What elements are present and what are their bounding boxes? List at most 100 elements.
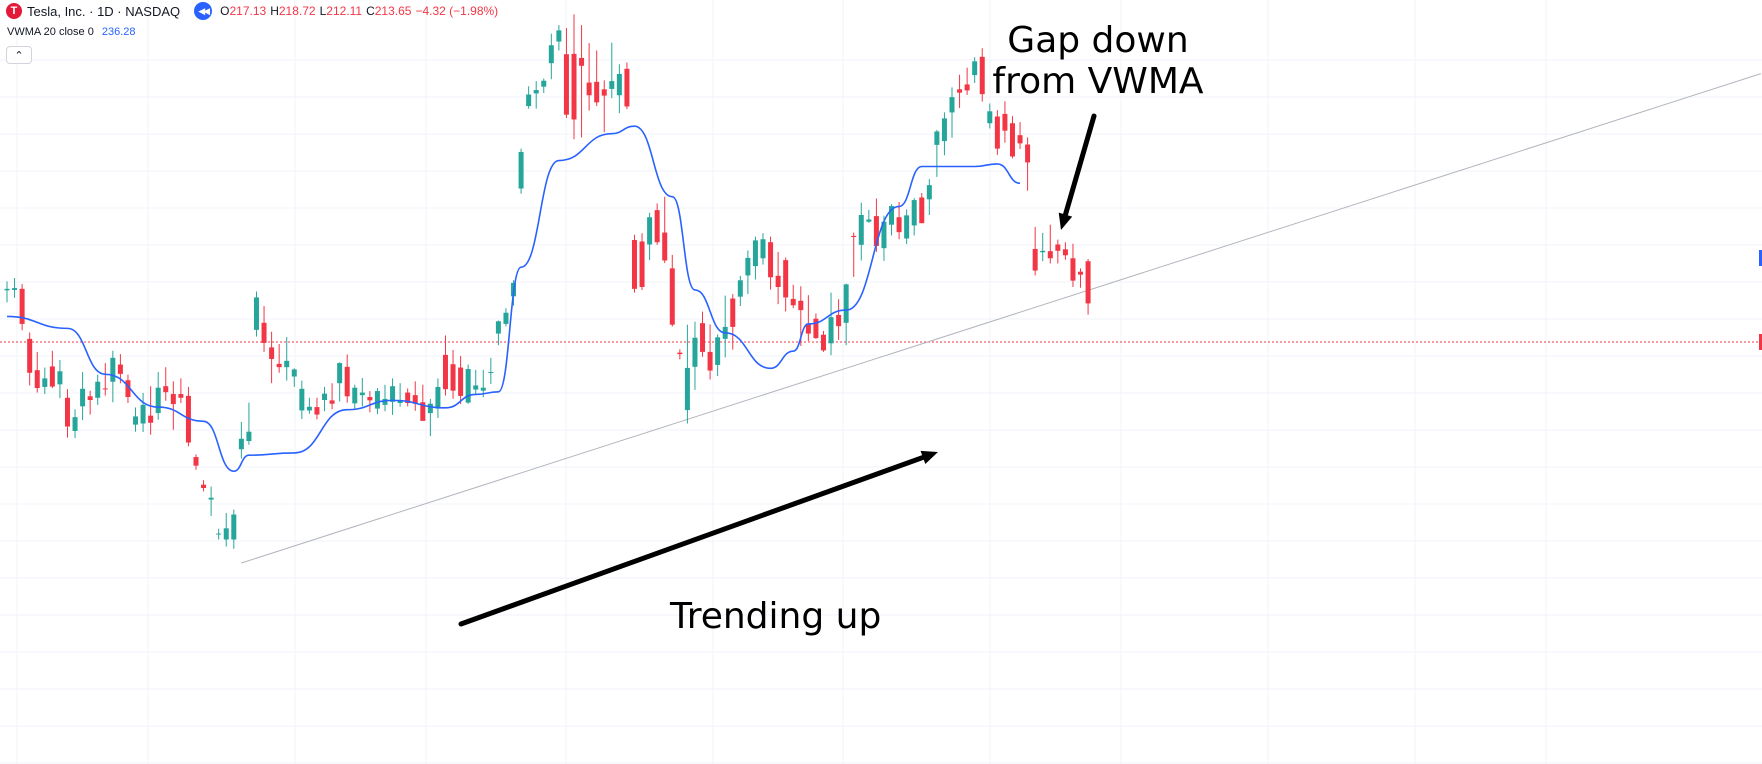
candle (579, 25, 585, 138)
candle (745, 250, 751, 295)
candle-body (518, 151, 524, 189)
candle (427, 398, 433, 437)
candle-body (941, 118, 947, 142)
candle (586, 43, 592, 111)
candle (163, 367, 169, 401)
candle-body (896, 217, 902, 233)
candle-body (208, 497, 214, 500)
candle-body (836, 314, 842, 327)
candle-body (654, 210, 660, 243)
candle (185, 386, 191, 447)
candle (858, 202, 864, 261)
change-value: −4.32 (−1.98%) (415, 4, 499, 18)
candle-body (291, 369, 297, 377)
candle (57, 360, 63, 399)
candle (110, 350, 116, 403)
candle-body (631, 239, 637, 289)
candle-body (306, 406, 312, 411)
candle-body (790, 298, 796, 306)
candle-body (201, 484, 207, 489)
candle (624, 62, 630, 110)
candle (684, 324, 690, 424)
candle (677, 349, 683, 360)
candle-body (140, 404, 146, 424)
candle (64, 389, 70, 438)
candle-body (178, 394, 184, 398)
candle-body (450, 364, 456, 391)
candle (95, 374, 101, 405)
candle-body (299, 388, 305, 411)
candle-body (480, 387, 486, 391)
candle (541, 78, 547, 94)
candle-body (798, 300, 804, 311)
candle-body (700, 323, 706, 352)
candle-body (1070, 258, 1076, 281)
candle-body (1055, 244, 1061, 251)
candle-body (926, 185, 932, 200)
symbol-legend: T Tesla, Inc. · 1D · NASDAQ ◀◀ O217.13 H… (0, 0, 498, 22)
candle-body (601, 89, 607, 96)
chevron-up-icon: ⌃ (14, 49, 24, 62)
candle-body (427, 403, 433, 414)
candle (19, 283, 25, 331)
candle-body (397, 400, 403, 403)
price-scale-marker (1759, 334, 1762, 350)
candle-body (1062, 249, 1068, 256)
indicator-legend[interactable]: VWMA 20 close 0 236.28 (7, 26, 135, 38)
candle-body (1040, 250, 1046, 253)
candle (269, 331, 275, 384)
candle-body (246, 431, 252, 442)
candle-body (110, 357, 116, 382)
candle (208, 486, 214, 517)
candle (1070, 243, 1076, 287)
candle (722, 295, 728, 358)
gap-down-arrow (1058, 113, 1097, 230)
candle-body (95, 381, 101, 398)
candle-body (737, 280, 743, 297)
candle (843, 283, 849, 346)
candle (201, 480, 207, 492)
candle-body (352, 387, 358, 404)
symbol-title[interactable]: Tesla, Inc. · 1D · NASDAQ (27, 3, 181, 19)
candle (306, 397, 312, 414)
candle-body (684, 367, 690, 411)
candle (155, 372, 161, 420)
candle (140, 392, 146, 433)
candle (911, 198, 917, 236)
candle (284, 336, 290, 381)
candle-body (1009, 123, 1015, 157)
candle-body (904, 215, 910, 239)
candle-body (949, 97, 955, 113)
candle-body (269, 347, 275, 359)
candle-body (783, 260, 789, 298)
candle (238, 422, 244, 459)
candle-body (745, 257, 751, 276)
collapse-legend-button[interactable]: ⌃ (6, 46, 32, 64)
candle-body (382, 398, 388, 405)
candle (276, 344, 282, 373)
candle-body (420, 402, 426, 421)
candle-body (12, 288, 18, 290)
candle (1078, 268, 1084, 288)
candle-body (216, 533, 222, 535)
candle-body (851, 235, 857, 238)
candle-body (170, 394, 176, 405)
candle-body (586, 82, 592, 96)
candle (692, 321, 698, 390)
rewind-icon[interactable]: ◀◀ (194, 2, 213, 20)
candle (805, 295, 811, 342)
candle (775, 251, 781, 305)
close-label: C (366, 4, 375, 18)
candle (178, 378, 184, 403)
candle-body (911, 200, 917, 226)
candle-body (4, 288, 10, 291)
tesla-logo: T (6, 3, 22, 19)
candle (752, 236, 758, 280)
candle (412, 381, 418, 411)
candle (571, 14, 577, 140)
candle (707, 324, 713, 380)
low-label: L (319, 4, 327, 18)
candle-body (624, 68, 630, 107)
candle (495, 320, 501, 346)
